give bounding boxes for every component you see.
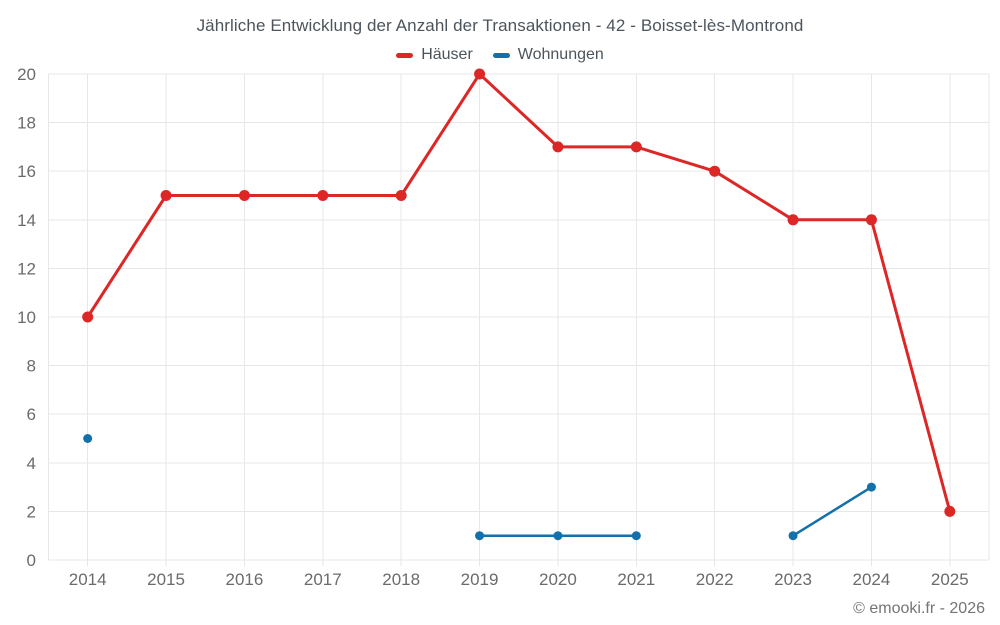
y-tick-label: 16 [17, 162, 36, 181]
x-tick-label: 2020 [539, 570, 577, 589]
legend-label-wohnungen: Wohnungen [517, 46, 604, 63]
data-point-haeuser [160, 190, 172, 201]
y-tick-label: 2 [27, 502, 36, 521]
x-tick-label: 2015 [147, 570, 185, 589]
series-line-wohnungen [791, 485, 873, 537]
data-point-haeuser [395, 190, 407, 201]
x-tick-label: 2014 [69, 570, 107, 589]
x-tick-label: 2022 [696, 570, 734, 589]
haeuser-series-swatch-icon [396, 52, 414, 58]
data-point-haeuser [709, 165, 721, 177]
chart-title: Jährliche Entwicklung der Anzahl der Tra… [196, 16, 804, 35]
x-tick-label: 2023 [774, 570, 812, 589]
data-point-wohnungen [866, 482, 876, 492]
data-point-haeuser [865, 214, 877, 226]
y-tick-label: 8 [27, 357, 36, 376]
data-point-wohnungen [631, 531, 641, 541]
x-tick-label: 2024 [853, 570, 891, 589]
x-tick-label: 2025 [931, 570, 969, 589]
y-tick-label: 4 [27, 454, 36, 473]
copyright-footer: © emooki.fr - 2026 [853, 600, 985, 617]
series-line-haeuser [86, 72, 952, 513]
y-tick-label: 12 [17, 259, 36, 278]
y-tick-label: 10 [17, 308, 36, 327]
y-tick-label: 6 [27, 405, 36, 424]
data-point-haeuser [944, 505, 956, 517]
data-point-haeuser [787, 214, 799, 226]
data-point-haeuser [317, 190, 329, 201]
legend-label-haeuser: Häuser [421, 46, 473, 63]
data-point-wohnungen [83, 434, 93, 443]
legend-item-wohnungen[interactable]: Wohnungen [492, 46, 604, 64]
data-point-wohnungen [788, 531, 798, 541]
chart-legend: Häuser Wohnungen [0, 46, 1000, 64]
data-point-haeuser [474, 68, 486, 80]
y-tick-label: 14 [17, 211, 36, 230]
data-point-wohnungen [475, 531, 485, 541]
y-tick-label: 18 [17, 114, 36, 133]
x-tick-label: 2019 [461, 570, 499, 589]
legend-item-haeuser[interactable]: Häuser [396, 46, 473, 64]
data-point-haeuser [238, 190, 250, 201]
data-point-wohnungen [553, 531, 563, 541]
x-tick-label: 2021 [617, 570, 655, 589]
data-point-haeuser [552, 141, 564, 153]
x-tick-label: 2016 [226, 570, 264, 589]
x-tick-label: 2018 [382, 570, 420, 589]
data-point-haeuser [82, 311, 94, 323]
data-point-haeuser [630, 141, 642, 153]
x-tick-label: 2017 [304, 570, 342, 589]
y-tick-label: 0 [27, 551, 36, 570]
wohnungen-series-swatch-icon [492, 52, 510, 58]
y-tick-label: 20 [17, 65, 36, 84]
